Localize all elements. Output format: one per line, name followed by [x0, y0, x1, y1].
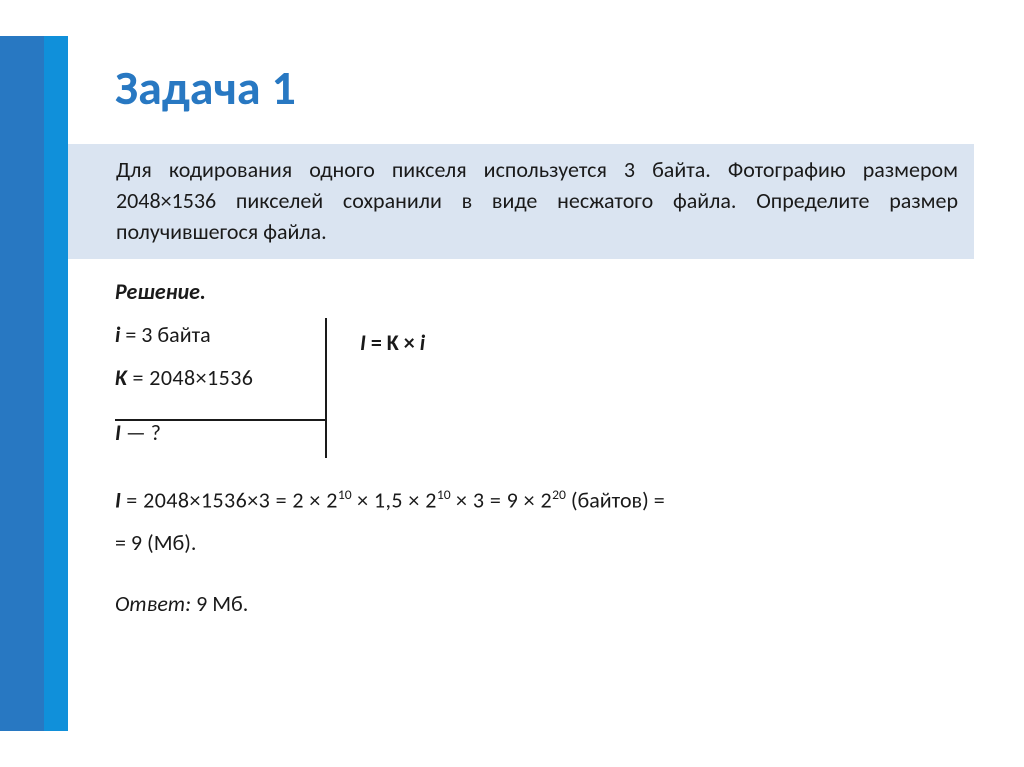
- problem-statement-box: Для кодирования одного пикселя используе…: [68, 144, 974, 259]
- calc-p1: = 2048×1536×3 = 2 × 2: [121, 486, 338, 513]
- calc-p3: × 3 = 9 × 2: [451, 486, 552, 513]
- calc-p2: × 1,5 × 2: [352, 486, 437, 513]
- calc-line-1: I = 2048×1536×3 = 2 × 210 × 1,5 × 210 × …: [115, 486, 975, 513]
- given-i-row: i = 3 байта: [115, 321, 325, 348]
- calc-p4: (байтов) =: [566, 486, 665, 513]
- solution-label: Решение.: [115, 278, 975, 305]
- given-values: i = 3 байта K = 2048×1536 I — ?: [115, 321, 325, 462]
- slide-left-stripe-light: [44, 36, 68, 731]
- var-k: K: [115, 364, 127, 391]
- val-unknown: — ?: [121, 419, 161, 446]
- given-k-row: K = 2048×1536: [115, 364, 325, 391]
- answer-label: Ответ:: [115, 590, 191, 617]
- given-divider-horizontal: [115, 419, 325, 421]
- calc-exp2: 10: [437, 486, 451, 503]
- given-divider-vertical: [325, 318, 327, 458]
- calc-exp3: 20: [552, 486, 566, 503]
- slide-left-stripe-dark: [0, 36, 44, 731]
- given-block: i = 3 байта K = 2048×1536 I — ? I = K × …: [115, 321, 975, 486]
- solution-content: Решение. i = 3 байта K = 2048×1536 I — ?…: [115, 278, 975, 617]
- formula-i: i: [420, 329, 425, 356]
- answer-value: 9 Мб.: [191, 590, 248, 617]
- calc-line-2: = 9 (Мб).: [115, 529, 975, 556]
- answer-row: Ответ: 9 Мб.: [115, 590, 975, 617]
- slide-title: Задача 1: [115, 58, 296, 117]
- formula-eq-K: = K: [366, 329, 399, 356]
- formula: I = K × i: [360, 329, 425, 356]
- calc-exp1: 10: [338, 486, 352, 503]
- val-i: = 3 байта: [120, 321, 210, 348]
- val-k: = 2048×1536: [127, 364, 253, 391]
- formula-times: ×: [399, 329, 420, 356]
- problem-text: Для кодирования одного пикселя используе…: [116, 156, 958, 245]
- given-unknown-row: I — ?: [115, 419, 325, 446]
